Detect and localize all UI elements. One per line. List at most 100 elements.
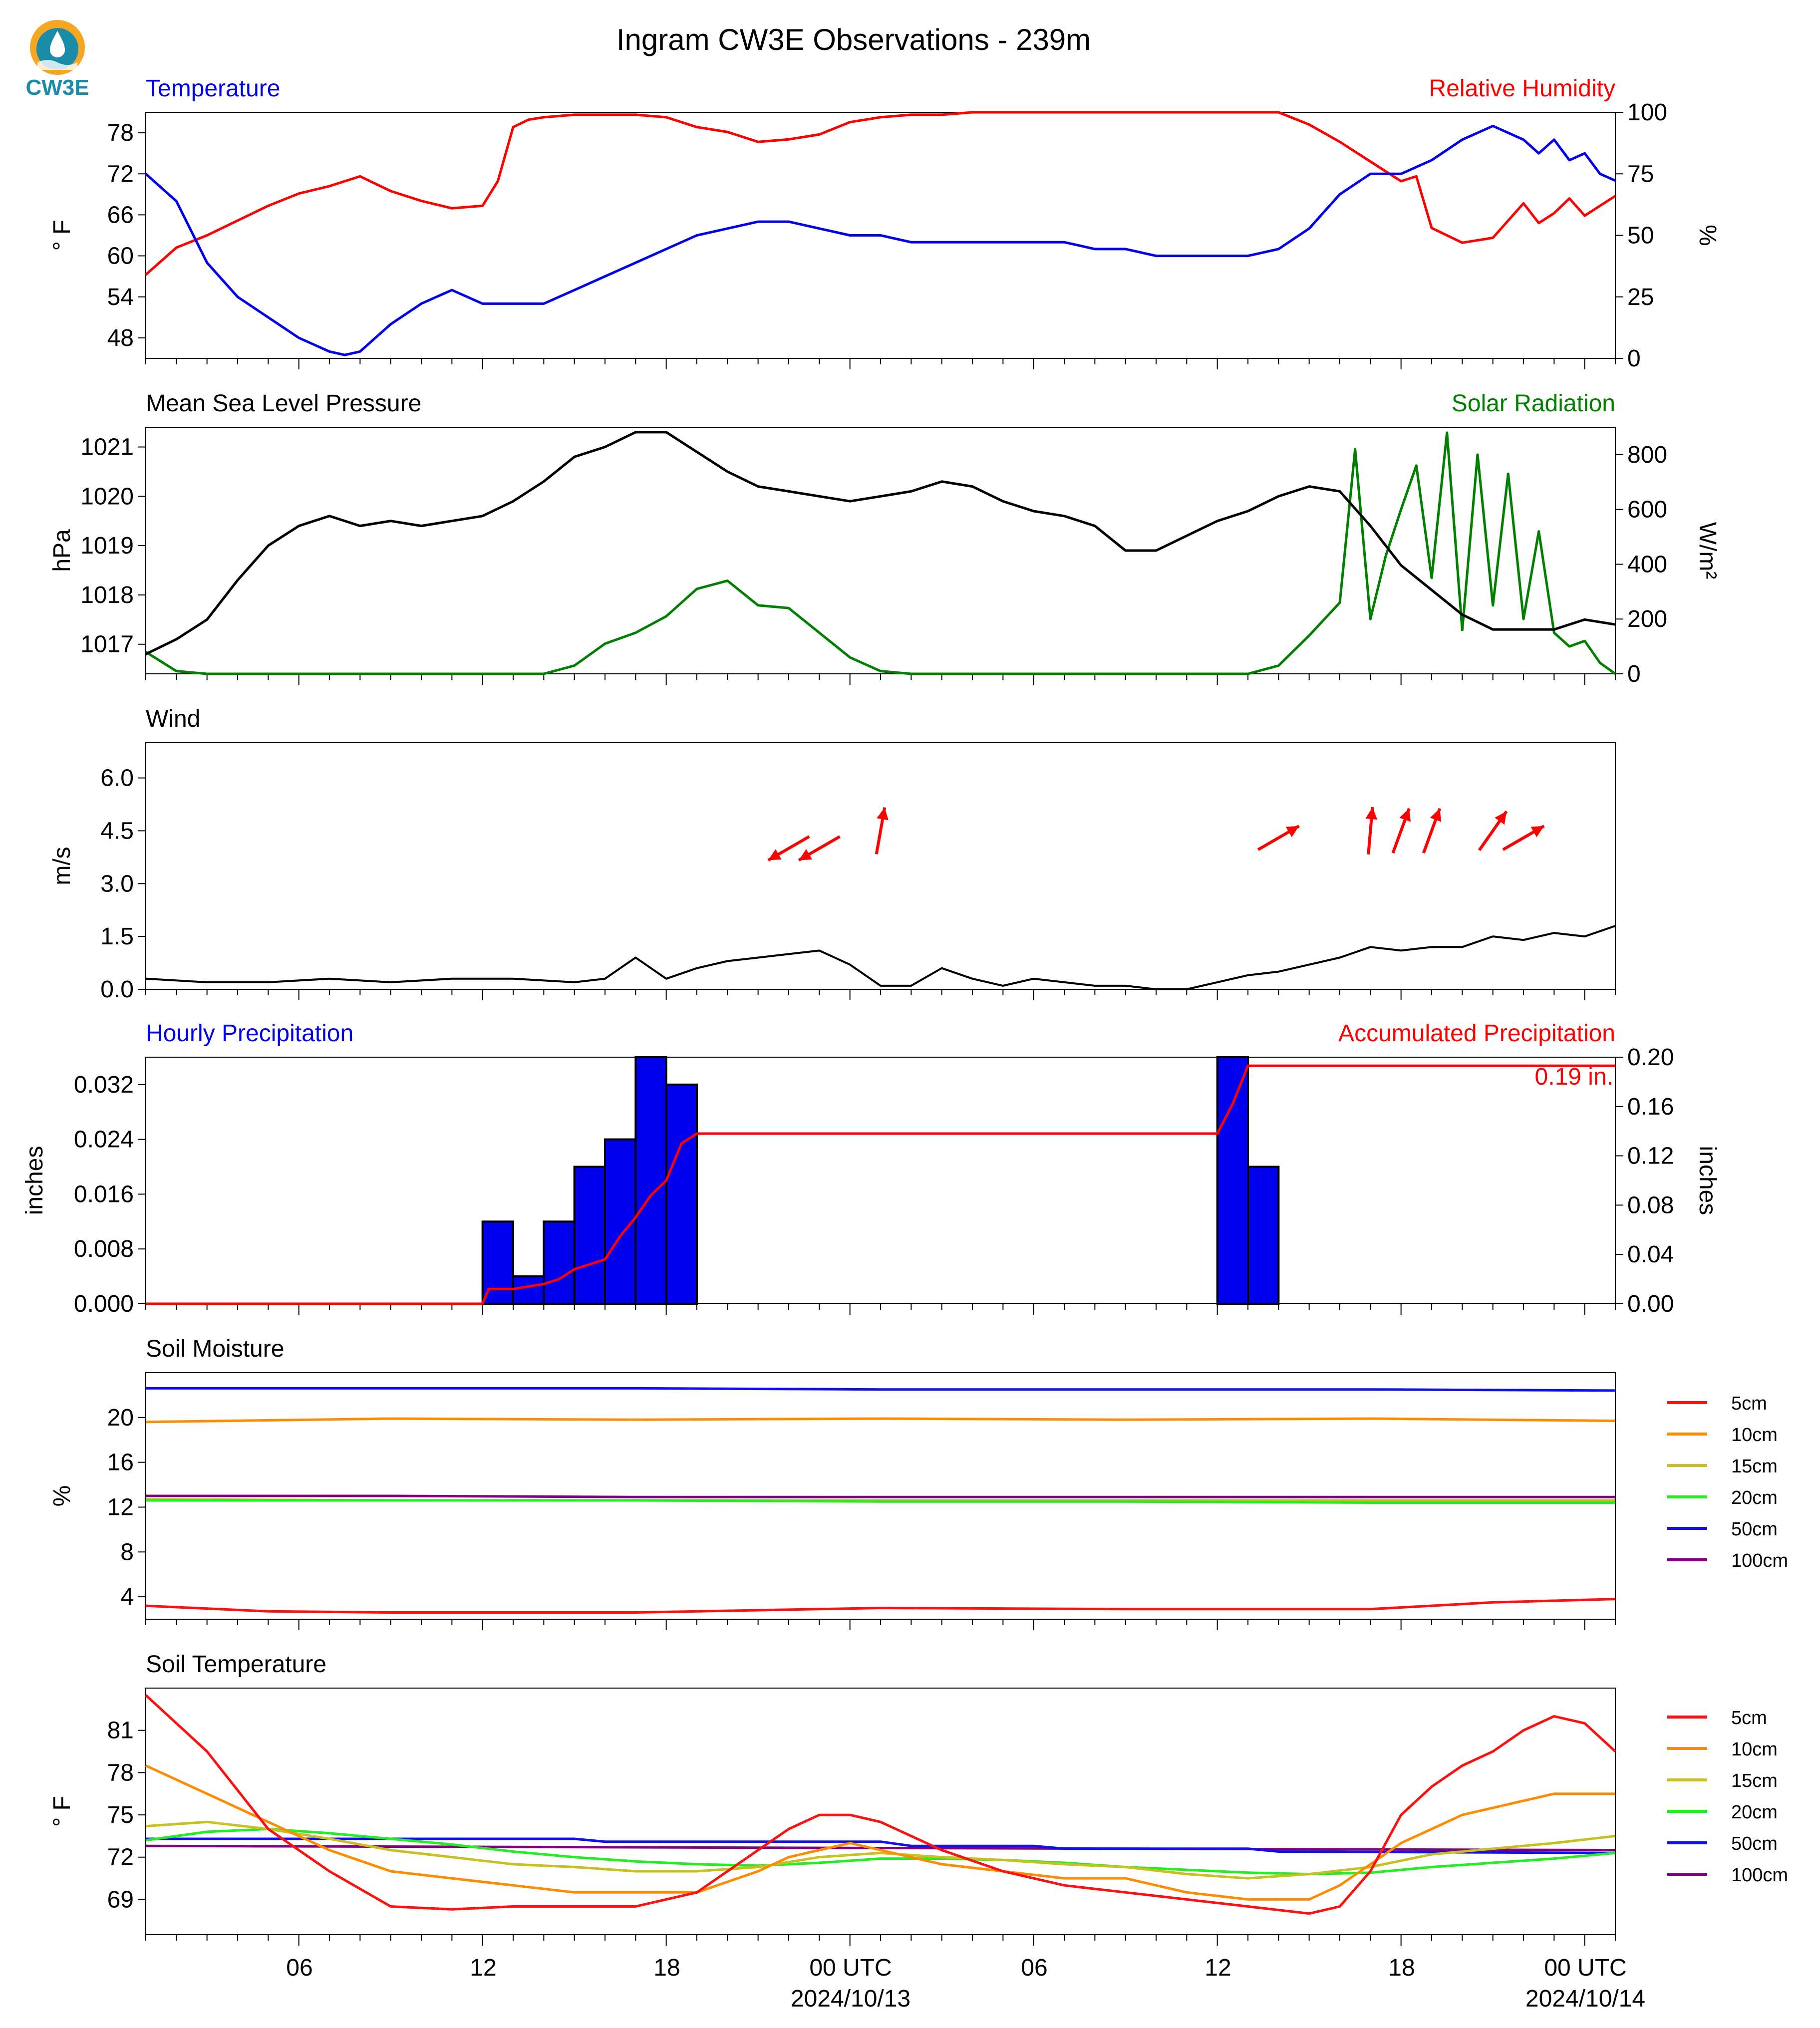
panel-title-right: Relative Humidity <box>1429 75 1615 102</box>
wind-arrow-head <box>799 849 812 861</box>
y-tick-label: 66 <box>107 202 134 228</box>
precip-bar <box>512 1275 545 1305</box>
wind-arrow <box>875 807 889 855</box>
y-axis-label: hPa <box>49 529 75 572</box>
solar-line <box>145 431 1616 675</box>
y-tick-label: 6.0 <box>100 765 134 792</box>
y-tick-label: 54 <box>107 284 134 310</box>
y-tick-label: 16 <box>107 1449 134 1476</box>
y-axis-label: ° F <box>49 1796 75 1827</box>
y2-tick-label: 0.20 <box>1627 1044 1674 1071</box>
x-tick-label: 18 <box>1388 1955 1415 1981</box>
soil-moisture-line <box>146 1499 1615 1504</box>
y-tick-label: 48 <box>107 325 134 351</box>
wind-speed-line <box>145 925 1616 990</box>
y-tick-label: 3.0 <box>100 870 134 897</box>
wind-panel: 0.0 1.5 3.0 4.5 6.0 m/s Wind <box>49 706 1616 1003</box>
wind-arrow <box>1257 825 1300 851</box>
legend-label: 100cm <box>1731 1865 1788 1886</box>
panel-title: Soil Temperature <box>146 1651 326 1678</box>
precip-bar <box>573 1165 606 1305</box>
soil-moisture-line <box>146 1387 1616 1392</box>
soil-temperature-line <box>145 1694 1616 1915</box>
x-tick-label: 06 <box>286 1955 312 1981</box>
wind-arrow-head <box>1365 807 1378 820</box>
y-tick-label: 4 <box>120 1584 134 1610</box>
soil-temperature-line <box>146 1837 1616 1854</box>
y-tick-label: 8 <box>120 1539 134 1565</box>
x-tick-label: 00 UTC <box>809 1955 892 1981</box>
y-tick-label: 0.000 <box>74 1291 134 1317</box>
legend-label: 5cm <box>1731 1708 1767 1729</box>
y-tick-label: 60 <box>107 243 134 270</box>
soil-moisture-line <box>145 1598 1616 1614</box>
x-date-label: 2024/10/13 <box>791 1986 910 2012</box>
plot-frame <box>145 1057 1616 1304</box>
soil-moisture-line <box>146 1494 1615 1498</box>
plot-frame <box>145 427 1616 674</box>
y2-tick-label: 0.04 <box>1627 1241 1674 1268</box>
panel-title: Mean Sea Level Pressure <box>146 390 421 417</box>
panel-title: Temperature <box>146 75 280 102</box>
y2-tick-label: 0.08 <box>1627 1192 1674 1218</box>
panel-title-right: Accumulated Precipitation <box>1338 1020 1615 1047</box>
pressure-line <box>145 431 1616 655</box>
soil-temperature-line <box>145 1844 1616 1852</box>
wind-arrow-head <box>877 807 889 821</box>
y-tick-label: 0.016 <box>74 1181 134 1207</box>
legend-label: 5cm <box>1731 1393 1767 1414</box>
soil-moisture-panel: 4 8 12 16 20% Soil Moisture 5cm 10cm 15cm 20cm 50c… <box>49 1336 1788 1630</box>
wind-arrow-head <box>1285 826 1299 838</box>
y-tick-label: 0.008 <box>74 1236 134 1262</box>
x-tick-label: 18 <box>653 1955 680 1981</box>
y2-tick-label: 0 <box>1627 661 1641 687</box>
legend-label: 15cm <box>1731 1770 1778 1791</box>
y2-tick-label: 100 <box>1627 99 1667 126</box>
cw3e-logo: CW3E <box>25 20 89 100</box>
soil-temperature-line <box>145 1820 1616 1880</box>
soil-moisture-line <box>145 1417 1616 1424</box>
y-tick-label: 72 <box>107 1844 134 1871</box>
y2-tick-label: 25 <box>1627 284 1654 310</box>
x-date-label: 2024/10/14 <box>1525 1986 1645 2012</box>
y-tick-label: 78 <box>107 1759 134 1786</box>
wind-arrow-head <box>1495 811 1507 825</box>
wind-arrow-head <box>768 849 782 861</box>
y2-tick-label: 400 <box>1627 551 1667 578</box>
y2-tick-label: 75 <box>1627 161 1654 187</box>
panel-title: Soil Moisture <box>146 1336 284 1362</box>
rh-line <box>145 111 1616 276</box>
precip-bar <box>604 1138 637 1305</box>
wind-arrow-head <box>1399 808 1411 822</box>
wind-arrow <box>1391 808 1411 854</box>
y2-tick-label: 0.12 <box>1627 1143 1674 1169</box>
accum-precip-line <box>146 1064 1615 1305</box>
y2-tick-label: 50 <box>1627 223 1654 249</box>
y2-tick-label: 0.00 <box>1627 1291 1674 1317</box>
soil-temperature-line <box>145 1764 1615 1901</box>
x-tick-label: 12 <box>470 1955 496 1981</box>
y-tick-label: 0.032 <box>74 1072 134 1098</box>
wind-arrow <box>798 835 841 862</box>
legend-label: 20cm <box>1731 1802 1778 1823</box>
x-tick-label: 00 UTC <box>1544 1955 1626 1981</box>
precip-bar <box>543 1220 576 1305</box>
panel-title-right: Solar Radiation <box>1452 390 1615 417</box>
legend-label: 50cm <box>1731 1519 1778 1540</box>
plot-frame <box>145 742 1616 990</box>
legend-label: 10cm <box>1731 1425 1778 1446</box>
precip-bar <box>1216 1056 1249 1305</box>
y2-tick-label: 600 <box>1627 497 1667 523</box>
y-tick-label: 12 <box>107 1494 134 1520</box>
pressure-panel: 1017 1018 1019 1020 1021 hPa 0 200 400 600 800 W/m²… <box>49 390 1721 687</box>
logo-text: CW3E <box>25 75 89 100</box>
precip-panel: 0.000 0.008 0.016 0.024 0.032 inches 0.00 0.04 0… <box>21 1020 1721 1317</box>
wind-arrow <box>1365 807 1378 855</box>
legend-label: 100cm <box>1731 1550 1788 1571</box>
wind-arrow-head <box>1530 826 1544 838</box>
precip-bar <box>1247 1165 1280 1305</box>
panel-title: Hourly Precipitation <box>146 1020 353 1047</box>
drop-icon <box>50 31 65 57</box>
y-tick-label: 75 <box>107 1802 134 1828</box>
